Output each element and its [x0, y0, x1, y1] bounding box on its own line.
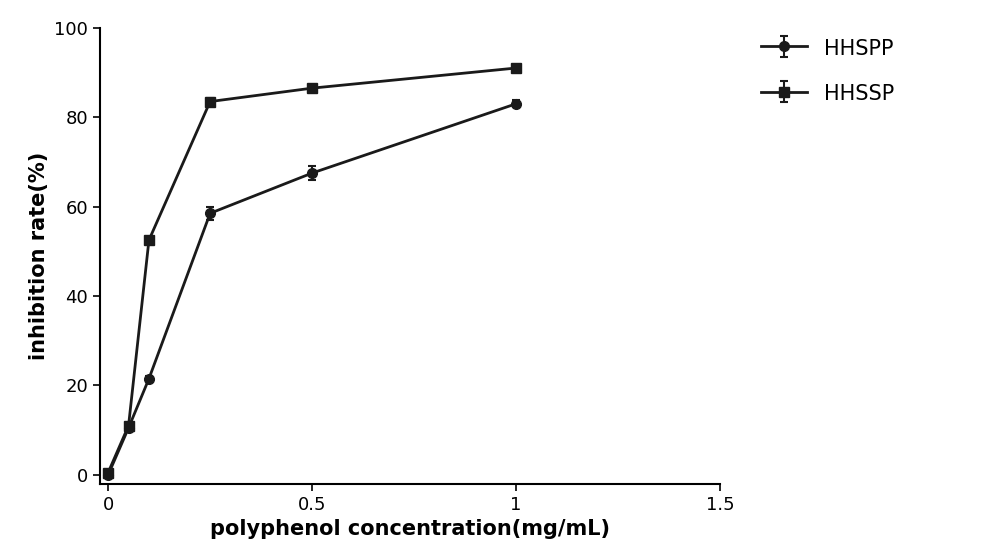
Legend: HHSPP, HHSSP: HHSPP, HHSSP — [761, 38, 894, 104]
X-axis label: polyphenol concentration(mg/mL): polyphenol concentration(mg/mL) — [210, 519, 610, 539]
Y-axis label: inhibition rate(%): inhibition rate(%) — [29, 152, 49, 360]
